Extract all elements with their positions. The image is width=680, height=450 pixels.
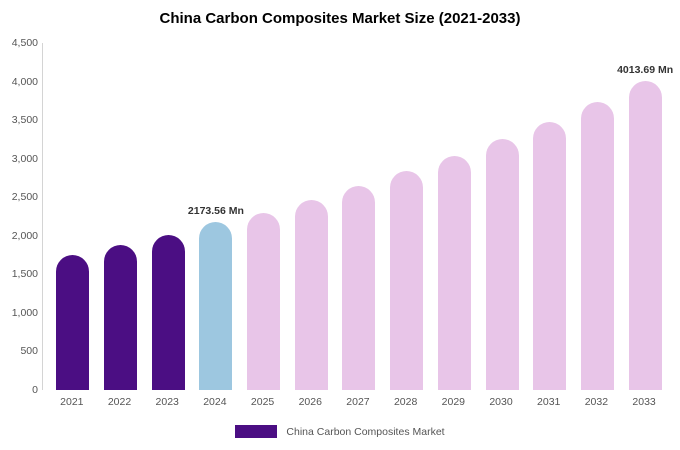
x-axis-label-2025: 2025 [250, 396, 275, 408]
legend-swatch [235, 425, 278, 438]
bar-2025 [247, 212, 281, 390]
chart-title: China Carbon Composites Market Size (202… [159, 10, 521, 27]
x-axis-label-2032: 2032 [584, 396, 609, 408]
bar-2029 [437, 155, 471, 390]
x-axis-label-2021: 2021 [60, 396, 84, 408]
plot-area: 2173.56 Mn 4013.69 Mn [42, 43, 673, 390]
x-axis-label-2033: 2033 [632, 396, 656, 408]
y-tick-label: 4,500 [11, 37, 38, 49]
y-tick-label: 2,000 [11, 229, 38, 242]
x-axis-label-2023: 2023 [155, 396, 179, 408]
x-axis-label-2024: 2024 [203, 396, 227, 408]
bar-column-2026 [287, 43, 335, 390]
bar-column-2032 [574, 43, 622, 390]
y-tick-label: 2,500 [11, 191, 38, 204]
legend-label: China Carbon Composites Market [286, 425, 445, 438]
bar-column-2025 [240, 43, 288, 390]
bar-2027 [342, 185, 376, 390]
bar-2026 [294, 199, 328, 390]
y-axis: 0 500 1,000 1,500 2,000 2,500 3,000 3,500 4,000 4… [0, 37, 38, 396]
x-axis: 2021 2022 2023 2024 2025 2026 2027 2028 2029 2030… [42, 396, 672, 408]
legend: China Carbon Composites Market [0, 425, 680, 438]
y-tick-label: 3,500 [11, 114, 38, 127]
bar-column-2033: 4013.69 Mn [617, 43, 673, 390]
y-tick-label: 1,500 [11, 268, 38, 281]
bar-2028 [390, 171, 424, 390]
y-tick-label: 1,000 [11, 306, 38, 319]
bar-column-2029 [431, 43, 479, 390]
bar-2031 [533, 121, 567, 390]
bar-column-2028 [383, 43, 431, 390]
y-tick-label: 0 [32, 384, 38, 396]
bar-column-2027 [335, 43, 383, 390]
x-axis-label-2030: 2030 [489, 396, 513, 408]
bar-column-2023 [144, 43, 192, 390]
bar-column-2031 [526, 43, 574, 390]
bar-column-2024: 2173.56 Mn [188, 43, 244, 390]
x-axis-label-2029: 2029 [441, 396, 466, 408]
bar-column-2030 [478, 43, 526, 390]
bar-column-2021 [49, 43, 97, 390]
x-axis-label-2026: 2026 [298, 396, 322, 408]
y-tick-label: 4,000 [11, 75, 38, 88]
x-axis-label-2031: 2031 [537, 396, 561, 408]
bar-value-label-2024: 2173.56 Mn [187, 205, 244, 218]
bar-column-2022 [97, 43, 145, 390]
bar-2033 [628, 80, 662, 390]
bar-2021 [56, 255, 90, 390]
bar-2023 [151, 235, 185, 390]
x-axis-label-2022: 2022 [107, 396, 132, 408]
x-axis-label-2028: 2028 [393, 396, 418, 408]
bars: 2173.56 Mn 4013.69 Mn [43, 43, 673, 390]
y-tick-label: 3,000 [11, 152, 38, 165]
x-axis-label-2027: 2027 [346, 396, 370, 408]
bar-2032 [580, 102, 614, 390]
bar-value-label-2033: 4013.69 Mn [617, 63, 674, 76]
bar-2022 [104, 245, 138, 390]
bar-2024 [199, 222, 233, 390]
y-tick-label: 500 [20, 345, 38, 358]
bar-2030 [485, 139, 519, 390]
